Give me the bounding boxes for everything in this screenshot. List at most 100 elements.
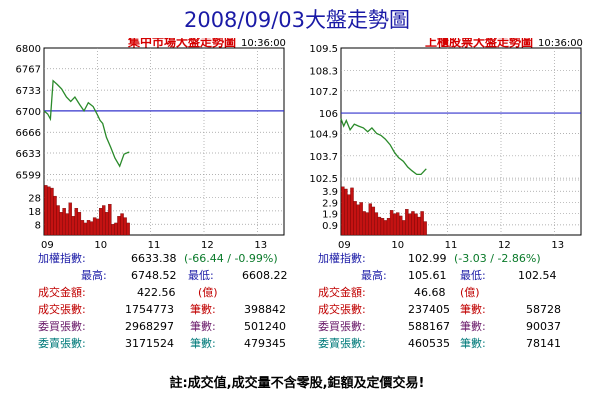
volume-label: 成交張數: — [38, 303, 86, 316]
price-tick-label: 109.5 — [309, 44, 338, 55]
volume-count-value: 58728 — [526, 303, 561, 316]
price-tick-label: 107.2 — [309, 87, 338, 98]
ask-count-value: 78141 — [526, 337, 561, 350]
chart-time: 10:36:00 — [538, 38, 583, 49]
price-tick-label: 6633 — [16, 149, 41, 160]
volume-tick-label: 0.9 — [322, 221, 338, 232]
volume-bar — [374, 212, 379, 236]
volume-bar — [44, 185, 48, 236]
ask-value: 3171524 — [125, 337, 174, 350]
volume-bar — [356, 204, 360, 236]
volume-bar — [86, 220, 91, 236]
x-tick-label: 12 — [498, 240, 511, 251]
volume-bar — [117, 216, 121, 236]
index-label: 加權指數: — [38, 252, 86, 265]
bid-count-value: 90037 — [526, 320, 561, 333]
volume-tick-label: 8 — [35, 220, 41, 231]
low-value: 102.54 — [518, 269, 557, 282]
amount-value: 422.56 — [137, 286, 176, 299]
volume-tick-label: 2.9 — [322, 198, 338, 209]
bid-count-label: 筆數: — [190, 320, 216, 333]
volume-bar — [350, 187, 354, 236]
twse-stats: 加權指數: 6633.38 (-66.44 / -0.99%) 最高: 6748… — [38, 250, 293, 352]
volume-bar — [402, 220, 406, 236]
volume-bar — [74, 208, 79, 236]
x-tick-label: 11 — [445, 240, 458, 251]
price-tick-label: 108.3 — [309, 66, 338, 77]
x-tick-label: 12 — [201, 240, 214, 251]
price-tick-label: 6800 — [16, 44, 41, 55]
plot-frame — [43, 47, 285, 236]
volume-bar — [83, 222, 88, 236]
volume-bar — [420, 211, 424, 236]
volume-value: 237405 — [408, 303, 450, 316]
high-label: 最高: — [81, 269, 107, 282]
volume-bar — [123, 217, 127, 236]
plot-frame — [340, 47, 582, 236]
high-value: 105.61 — [408, 269, 447, 282]
volume-bar — [411, 211, 415, 236]
volume-bar — [377, 216, 382, 236]
bid-count-label: 筆數: — [460, 320, 486, 333]
amount-label: 成交金額: — [38, 286, 86, 299]
twse-chart: 集中市場大盤走勢圖 10:36:00 09 10 11 12 13 6800 6767 6733 6… — [16, 38, 286, 251]
x-tick-label: 10 — [94, 240, 107, 251]
low-label: 最低: — [460, 269, 486, 282]
volume-bar — [347, 194, 351, 236]
volume-count-label: 筆數: — [460, 303, 486, 316]
volume-bar — [414, 213, 418, 236]
index-value: 6633.38 — [131, 252, 177, 265]
amount-label: 成交金額: — [318, 286, 366, 299]
price-tick-label: 6700 — [16, 107, 41, 118]
amount-value: 46.68 — [414, 286, 446, 299]
bid-value: 588167 — [408, 320, 450, 333]
amount-unit: (億) — [198, 286, 218, 299]
high-label: 最高: — [361, 269, 387, 282]
price-tick-label: 6666 — [16, 128, 41, 139]
ask-label: 委賣張數: — [318, 337, 366, 350]
high-value: 6748.52 — [131, 269, 177, 282]
volume-bar — [383, 220, 388, 236]
volume-bar — [120, 213, 124, 236]
volume-bar — [114, 222, 118, 236]
volume-bar — [365, 212, 369, 236]
volume-bar — [386, 218, 391, 236]
amount-unit: (億) — [460, 286, 480, 299]
volume-bar — [126, 222, 130, 236]
otc-stats: 加權指數: 102.99 (-3.03 / -2.86%) 最高: 105.61… — [318, 250, 588, 352]
volume-bar — [359, 202, 363, 236]
price-tick-label: 102.5 — [309, 174, 338, 185]
volume-bar — [80, 220, 85, 236]
bid-count-value: 501240 — [244, 320, 286, 333]
price-tick-label: 6599 — [16, 170, 41, 181]
volume-label: 成交張數: — [318, 303, 366, 316]
volume-bar — [344, 188, 348, 236]
ask-count-label: 筆數: — [190, 337, 216, 350]
volume-bar — [392, 213, 397, 236]
ask-label: 委賣張數: — [38, 337, 86, 350]
volume-bar — [408, 213, 412, 236]
volume-bar — [368, 203, 372, 236]
volume-bar — [102, 205, 106, 236]
volume-bar — [371, 206, 376, 236]
volume-bar — [399, 215, 403, 236]
x-tick-label: 09 — [41, 240, 54, 251]
volume-bar — [99, 208, 103, 236]
volume-bar — [353, 201, 357, 236]
volume-tick-label: 28 — [28, 193, 41, 204]
x-tick-label: 11 — [148, 240, 161, 251]
volume-bar — [92, 217, 97, 236]
bid-label: 委買張數: — [38, 320, 86, 333]
x-tick-label: 09 — [338, 240, 351, 251]
volume-bar — [53, 195, 57, 236]
bid-value: 2968297 — [125, 320, 174, 333]
volume-bar — [65, 213, 69, 236]
otc-chart: 上櫃股票大盤走勢圖 10:36:00 09 10 11 12 13 109.5 108.3 107… — [309, 38, 583, 251]
page-title: 2008/09/03大盤走勢圖 — [183, 8, 411, 32]
volume-bar — [396, 212, 400, 236]
price-tick-label: 103.7 — [309, 152, 338, 163]
chart-title: 上櫃股票大盤走勢圖 — [425, 38, 533, 49]
volume-bar — [56, 205, 60, 236]
chart-title: 集中市場大盤走勢圖 — [127, 38, 236, 49]
volume-bar — [68, 202, 72, 236]
